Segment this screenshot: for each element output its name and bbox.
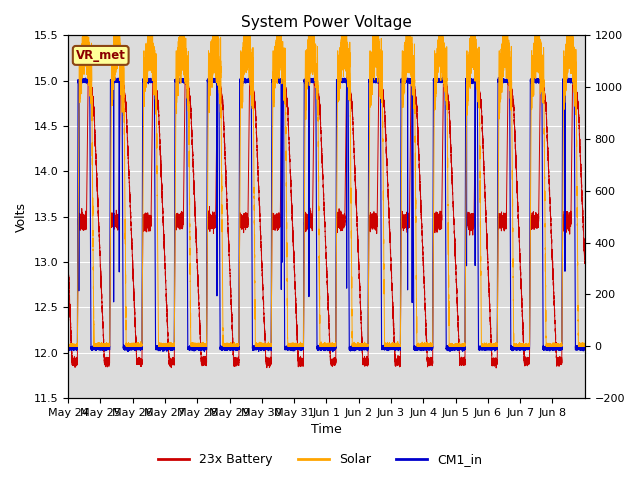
23x Battery	[110, 216, 118, 222]
Solar	[537, 63, 545, 69]
Solar	[147, 11, 154, 16]
CM1_in	[270, 74, 278, 80]
23x Battery	[538, 71, 546, 77]
23x Battery	[502, 216, 509, 221]
Solar	[242, 60, 250, 65]
Line: CM1_in: CM1_in	[68, 77, 585, 352]
CM1_in	[242, 77, 250, 83]
23x Battery	[242, 221, 250, 227]
Solar	[502, 46, 509, 52]
Line: 23x Battery: 23x Battery	[68, 74, 585, 368]
CM1_in	[329, 349, 337, 355]
CM1_in	[537, 79, 545, 84]
CM1_in	[207, 78, 214, 84]
Title: System Power Voltage: System Power Voltage	[241, 15, 412, 30]
Y-axis label: Volts: Volts	[15, 202, 28, 232]
23x Battery	[537, 79, 545, 84]
Solar	[581, 343, 589, 349]
Solar	[207, 74, 214, 80]
CM1_in	[502, 78, 509, 84]
CM1_in	[64, 345, 72, 351]
CM1_in	[464, 78, 472, 84]
Solar	[110, 60, 118, 65]
CM1_in	[581, 344, 589, 349]
Solar	[464, 75, 472, 81]
CM1_in	[110, 80, 118, 85]
23x Battery	[207, 213, 214, 219]
23x Battery	[64, 259, 72, 264]
Legend: 23x Battery, Solar, CM1_in: 23x Battery, Solar, CM1_in	[153, 448, 487, 471]
Line: Solar: Solar	[68, 13, 585, 346]
Text: VR_met: VR_met	[76, 49, 125, 62]
23x Battery	[464, 212, 472, 218]
X-axis label: Time: Time	[311, 423, 342, 436]
Solar	[64, 343, 72, 349]
23x Battery	[581, 259, 589, 264]
23x Battery	[492, 365, 500, 371]
